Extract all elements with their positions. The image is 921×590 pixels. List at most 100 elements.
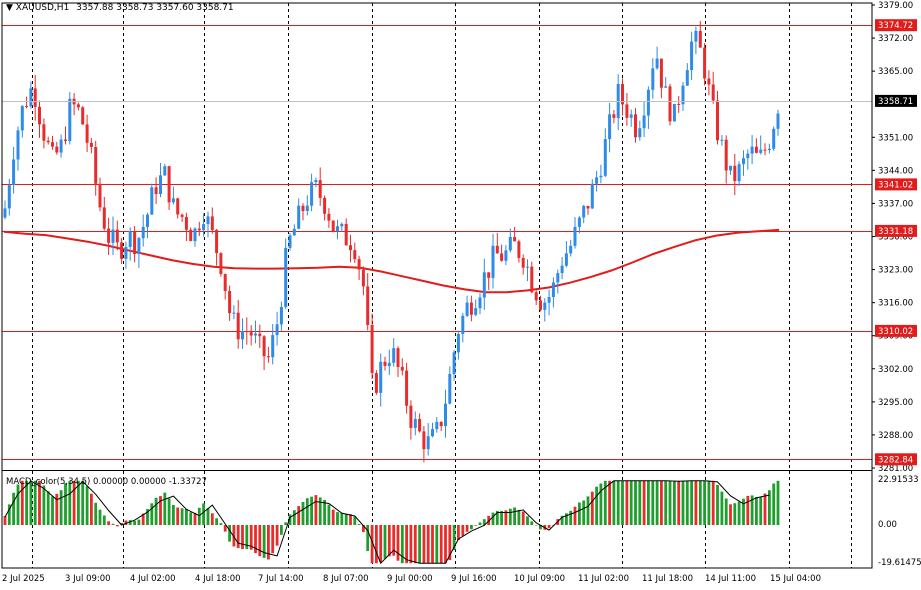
macd-bar xyxy=(565,513,568,525)
candle-body xyxy=(539,300,542,310)
candle-body xyxy=(176,198,180,215)
candle-body xyxy=(266,356,270,358)
candle-body xyxy=(405,370,409,406)
time-label: 14 Jul 11:00 xyxy=(705,574,756,584)
candle-body xyxy=(331,220,335,232)
macd-bar xyxy=(629,480,633,525)
macd-bar xyxy=(465,525,469,532)
candle-body xyxy=(85,124,89,143)
macd-bar xyxy=(651,480,655,525)
candle-body xyxy=(46,140,50,143)
price-tick-label: 3302.00 xyxy=(878,365,913,375)
macd-bar xyxy=(33,480,37,525)
macd-bar xyxy=(206,508,210,525)
candle-body xyxy=(625,104,629,118)
candle-body xyxy=(111,229,115,243)
horizontal-levels[interactable] xyxy=(2,25,872,460)
candle-body xyxy=(763,149,767,151)
price-tick-label: 3295.00 xyxy=(878,398,913,408)
macd-bar xyxy=(578,502,581,525)
macd-tick-label: -19.61475 xyxy=(878,558,921,568)
macd-bar xyxy=(29,480,33,525)
macd-bar xyxy=(733,503,737,525)
macd-bar xyxy=(422,525,426,564)
candle-body xyxy=(487,272,491,278)
macd-bar xyxy=(517,509,521,525)
macd-bar xyxy=(625,480,629,525)
macd-bar xyxy=(530,521,534,525)
macd-bar xyxy=(38,480,41,525)
macd-axis-ticks: 22.91533 0.00 -19.61475 xyxy=(878,475,921,568)
macd-bar xyxy=(370,525,374,564)
macd-bar xyxy=(7,504,11,525)
candle-body xyxy=(754,146,758,153)
candle-body xyxy=(197,228,201,231)
time-label: 15 Jul 04:00 xyxy=(770,574,821,584)
candle-body xyxy=(526,266,529,268)
candle-body xyxy=(141,226,145,239)
macd-bar xyxy=(228,525,231,542)
time-label: 4 Jul 18:00 xyxy=(195,574,241,584)
candle-body xyxy=(297,205,301,229)
candle-body xyxy=(262,336,266,357)
candle-body xyxy=(400,366,404,371)
macd-bar xyxy=(590,491,594,525)
candle-body xyxy=(20,106,24,131)
candle-body xyxy=(94,147,98,184)
macd-bar xyxy=(582,500,586,525)
candle-body xyxy=(292,228,296,236)
candle-body xyxy=(89,142,93,147)
price-tick-label: 3344.00 xyxy=(878,166,913,176)
macd-bar xyxy=(219,523,223,525)
candle-body xyxy=(3,208,7,218)
candle-body xyxy=(202,224,206,231)
candle-body xyxy=(474,308,478,315)
candle-body xyxy=(25,106,29,108)
macd-bar xyxy=(94,502,98,525)
macd-bar xyxy=(349,514,352,525)
candle-body xyxy=(387,362,391,366)
triangle-down-icon[interactable]: ▼ xyxy=(6,3,13,13)
macd-bar xyxy=(742,498,745,525)
candle-body xyxy=(249,332,253,336)
candle-body xyxy=(746,153,750,159)
candle-body xyxy=(124,247,128,259)
candle-body xyxy=(586,205,590,209)
macd-bar xyxy=(64,483,67,525)
macd-bar xyxy=(163,492,167,525)
price-tick-label: 3351.00 xyxy=(878,133,913,143)
macd-bar xyxy=(267,525,270,560)
macd-bar xyxy=(716,485,719,525)
candle-body xyxy=(500,253,504,261)
macd-bar xyxy=(68,480,72,525)
candle-body xyxy=(634,114,637,138)
candle-body xyxy=(128,231,132,247)
macd-bar xyxy=(478,522,482,525)
chart-axes xyxy=(1,2,873,569)
candle-body xyxy=(245,331,249,333)
candle-body xyxy=(698,30,702,48)
macd-bar xyxy=(400,525,404,564)
macd-bar xyxy=(711,480,715,525)
macd-bar xyxy=(759,496,763,525)
chart-grid xyxy=(32,3,852,568)
macd-bar xyxy=(210,513,214,525)
price-tick-label: 3379.00 xyxy=(878,1,913,11)
candle-body xyxy=(685,70,689,86)
candle-body xyxy=(357,259,361,270)
candle-body xyxy=(361,269,365,287)
time-label: 10 Jul 09:00 xyxy=(514,574,565,584)
level-price-box: 3341.02 xyxy=(875,178,917,191)
price-tick-label: 3288.00 xyxy=(878,431,913,441)
candle-body xyxy=(638,128,642,138)
level-box-label: 3282.84 xyxy=(878,455,913,465)
macd-bar xyxy=(344,513,348,525)
candle-body xyxy=(616,84,620,118)
candle-body xyxy=(68,98,72,142)
macd-bar xyxy=(673,480,676,525)
macd-bar xyxy=(729,504,732,525)
macd-bar xyxy=(431,525,434,564)
time-axis-labels: 2 Jul 2025 3 Jul 09:00 4 Jul 02:00 4 Jul 18… xyxy=(2,574,821,584)
macd-bar xyxy=(46,491,50,525)
